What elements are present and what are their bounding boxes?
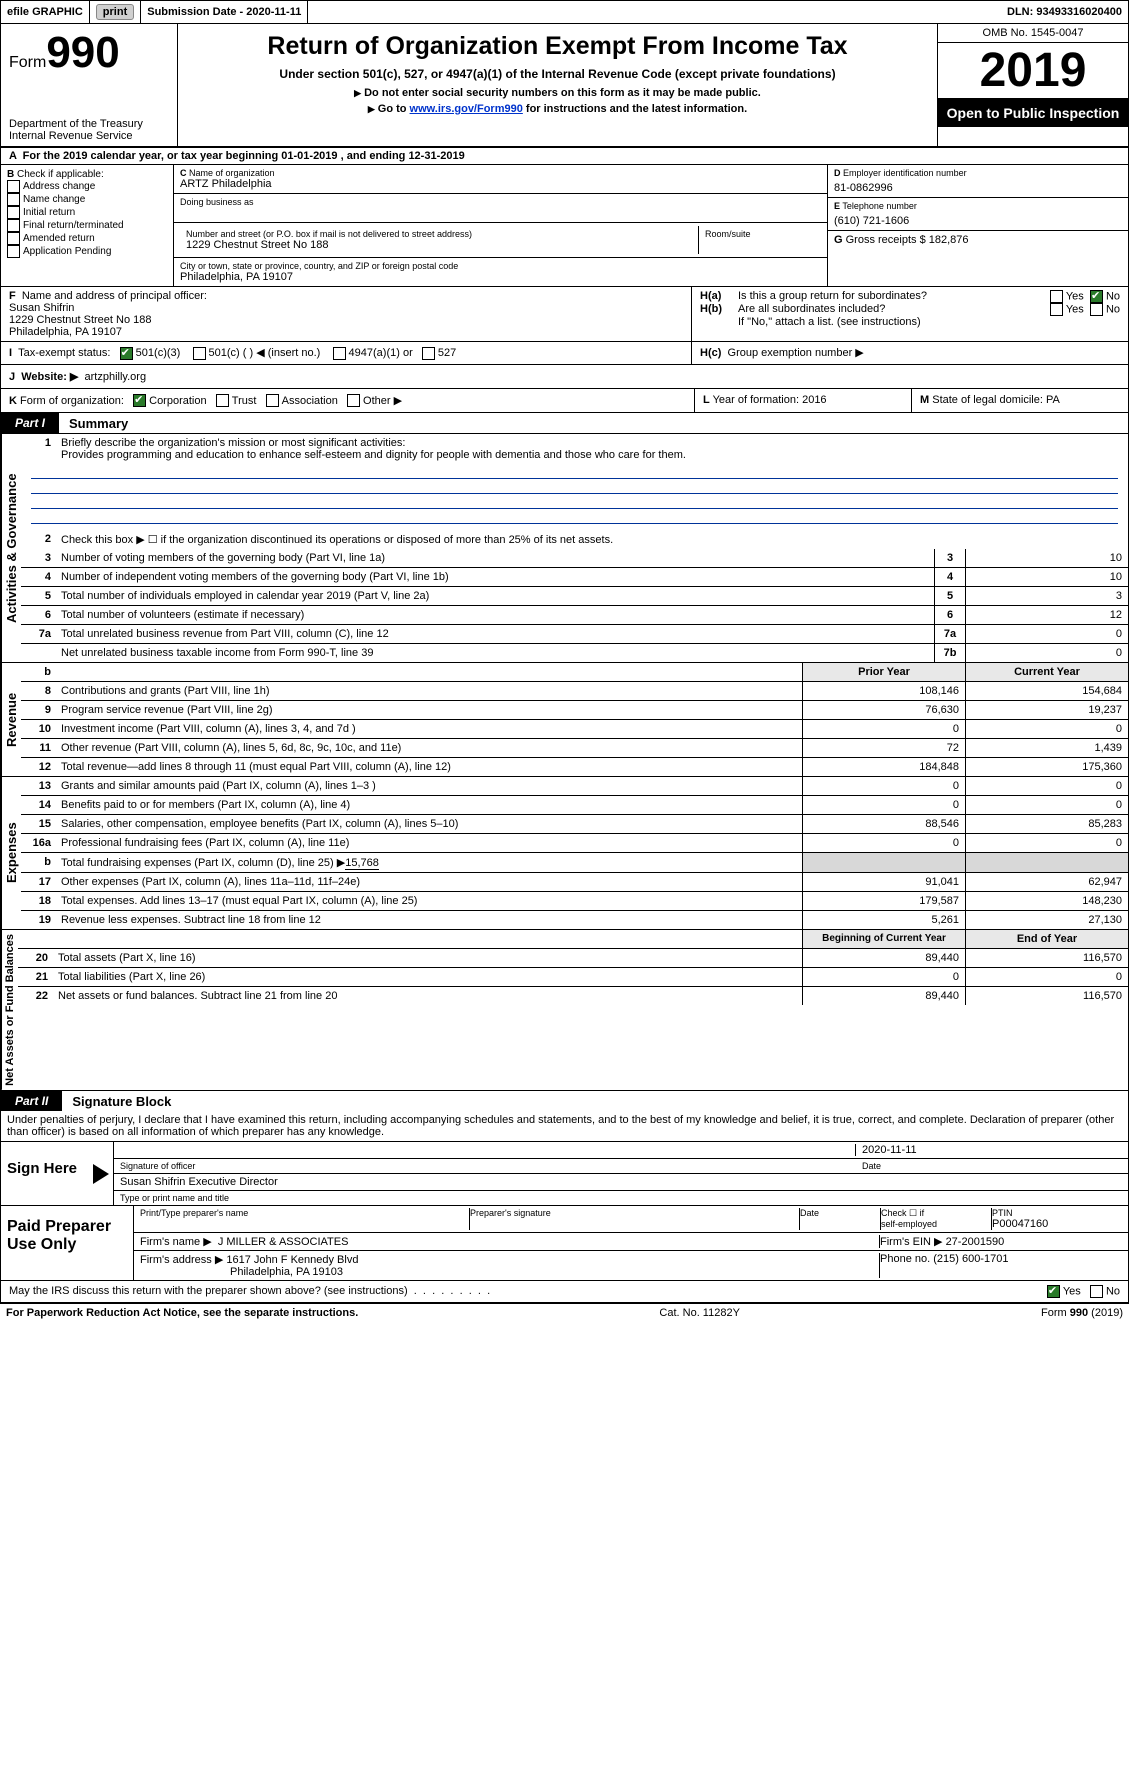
footer: For Paperwork Reduction Act Notice, see … — [0, 1303, 1129, 1322]
line-m: M State of legal domicile: PA — [912, 389, 1128, 413]
data-row: 14Benefits paid to or for members (Part … — [21, 795, 1128, 814]
line-k: K Form of organization: Corporation Trus… — [1, 389, 695, 413]
gov-row: 3Number of voting members of the governi… — [21, 549, 1128, 567]
discuss-row: May the IRS discuss this return with the… — [1, 1280, 1128, 1302]
data-row: 18Total expenses. Add lines 13–17 (must … — [21, 891, 1128, 910]
header-left: Form990 Department of the Treasury Inter… — [1, 24, 178, 146]
top-bar: efile GRAPHIC print Submission Date - 20… — [0, 0, 1129, 24]
data-row: 16aProfessional fundraising fees (Part I… — [21, 833, 1128, 852]
sign-here: Sign Here — [1, 1142, 93, 1205]
data-row: 22Net assets or fund balances. Subtract … — [18, 986, 1128, 1005]
gov-row: 5Total number of individuals employed in… — [21, 586, 1128, 605]
header-mid: Return of Organization Exempt From Incom… — [178, 24, 937, 146]
form-title: Return of Organization Exempt From Incom… — [188, 32, 927, 61]
gov-row: 7aTotal unrelated business revenue from … — [21, 624, 1128, 643]
gov-row: 6Total number of volunteers (estimate if… — [21, 605, 1128, 624]
part2-header: Part II Signature Block — [1, 1090, 1128, 1111]
paid-preparer: Paid Preparer Use Only — [1, 1206, 133, 1280]
print-button[interactable]: print — [96, 4, 134, 20]
line-f: F Name and address of principal officer:… — [1, 287, 692, 341]
data-row: 11Other revenue (Part VIII, column (A), … — [21, 738, 1128, 757]
data-row: 10Investment income (Part VIII, column (… — [21, 719, 1128, 738]
irs-link[interactable]: www.irs.gov/Form990 — [410, 103, 523, 115]
arrow-icon — [93, 1164, 109, 1184]
efile-label: efile GRAPHIC — [1, 1, 90, 23]
line-a: A For the 2019 calendar year, or tax yea… — [1, 147, 1128, 164]
line-j: J Website: ▶ artzphilly.org — [1, 364, 1128, 388]
perjury-text: Under penalties of perjury, I declare th… — [1, 1111, 1128, 1141]
data-row: 19Revenue less expenses. Subtract line 1… — [21, 910, 1128, 929]
data-row: 12Total revenue—add lines 8 through 11 (… — [21, 757, 1128, 776]
col-d: D Employer identification number 81-0862… — [828, 165, 1128, 286]
data-row: 17Other expenses (Part IX, column (A), l… — [21, 872, 1128, 891]
part1-header: Part I Summary — [1, 412, 1128, 433]
data-row: 9Program service revenue (Part VIII, lin… — [21, 700, 1128, 719]
exp-label: Expenses — [1, 777, 21, 929]
gov-label: Activities & Governance — [1, 434, 21, 662]
col-b: B Check if applicable: Address change Na… — [1, 165, 174, 286]
dln-cell: DLN: 93493316020400 — [1001, 1, 1128, 23]
submission-cell: Submission Date - 2020-11-11 — [141, 1, 308, 23]
print-cell: print — [90, 1, 141, 23]
line-l: L Year of formation: 2016 — [695, 389, 912, 413]
data-row: 20Total assets (Part X, line 16)89,44011… — [18, 948, 1128, 967]
line-hc: H(c) Group exemption number ▶ — [692, 342, 1128, 364]
gov-row: Net unrelated business taxable income fr… — [21, 643, 1128, 662]
data-row: 13Grants and similar amounts paid (Part … — [21, 777, 1128, 795]
data-row: 8Contributions and grants (Part VIII, li… — [21, 681, 1128, 700]
data-row: 15Salaries, other compensation, employee… — [21, 814, 1128, 833]
net-label: Net Assets or Fund Balances — [1, 930, 18, 1090]
line-h: H(a)Is this a group return for subordina… — [692, 287, 1128, 341]
header-right: OMB No. 1545-0047 2019 Open to Public In… — [937, 24, 1128, 146]
rev-label: Revenue — [1, 663, 21, 776]
line-i: I Tax-exempt status: 501(c)(3) 501(c) ( … — [1, 342, 692, 364]
gov-row: 4Number of independent voting members of… — [21, 567, 1128, 586]
col-c: C Name of organization ARTZ Philadelphia… — [174, 165, 828, 286]
data-row: 21Total liabilities (Part X, line 26)00 — [18, 967, 1128, 986]
